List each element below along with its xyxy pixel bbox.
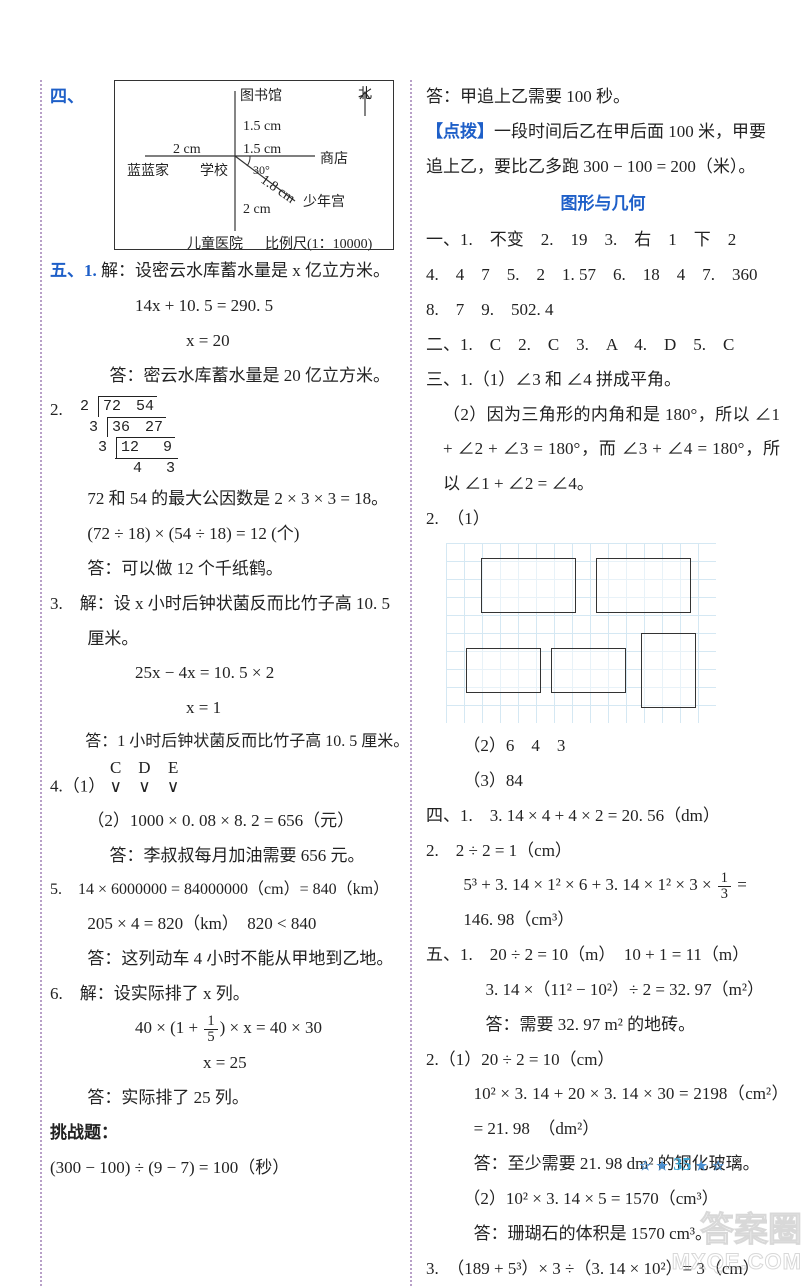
diagram-north: 北 <box>358 81 372 110</box>
p5-a: 205 × 4 = 820（km） 820 < 840 <box>50 907 410 942</box>
diagram-d2b: 2 cm <box>243 196 271 225</box>
p5-1-c: x = 20 <box>50 324 410 359</box>
p2-c: 答：可以做 12 个千纸鹤。 <box>50 552 410 587</box>
map-diagram: 图书馆 北 1.5 cm 2 cm 1.5 cm 蓝蓝家 学校 商店 30° 1… <box>114 80 394 250</box>
letter-c: C∨ <box>110 759 122 796</box>
rect-3 <box>466 648 541 693</box>
rf: （2）因为三角形的内角和是 180°，所以 ∠1 + ∠2 + ∠3 = 180… <box>426 398 780 503</box>
rr: 答：至少需要 21. 98 dm² 的钢化玻璃。 <box>426 1147 780 1182</box>
rp: 2.（1）20 ÷ 2 = 10（cm） <box>426 1043 780 1078</box>
rect-2 <box>596 558 691 613</box>
p4-b: 答：李叔叔每月加油需要 656 元。 <box>50 839 410 874</box>
ro: 答：需要 32. 97 m² 的地砖。 <box>426 1008 780 1043</box>
ri: （3）84 <box>426 764 780 799</box>
section-four-label: 四、 <box>50 80 84 115</box>
watermark-cn: 答案圈 <box>672 1212 802 1249</box>
letter-d: D∨ <box>138 759 150 796</box>
p2-b: (72 ÷ 18) × (54 ÷ 18) = 12 (个) <box>50 517 410 552</box>
challenge-a: (300 − 100) ÷ (9 − 7) = 100（秒） <box>50 1151 410 1186</box>
p6-eq: 40 × (1 + 15) × x = 40 × 30 <box>50 1011 410 1046</box>
p5-1-d: 答：密云水库蓄水量是 20 亿立方米。 <box>50 359 410 394</box>
section-title: 图形与几何 <box>426 187 780 222</box>
long-division: 2 72 54 3 36 27 3 12 9 4 3 <box>80 396 410 478</box>
right-column: 答：甲追上乙需要 100 秒。 【点拨】一段时间后乙在甲后面 100 米，甲要追… <box>410 80 780 1286</box>
diagram-library: 图书馆 <box>240 83 282 112</box>
page-number: ☆ ★ 35 ★ ☆ <box>639 1154 725 1175</box>
rb: 4. 4 7 5. 2 1. 57 6. 18 4 7. 360 <box>426 258 780 293</box>
p5-b: 答：这列动车 4 小时不能从甲地到乙地。 <box>50 942 410 977</box>
diagram-lanlan: 蓝蓝家 <box>127 158 169 187</box>
p6-b: x = 25 <box>50 1046 410 1081</box>
stars-icon: ★ ☆ <box>691 1158 725 1173</box>
p2-a: 72 和 54 的最大公因数是 2 × 3 × 3 = 18。 <box>50 482 410 517</box>
p6: 6. 解：设实际排了 x 列。 <box>50 977 410 1012</box>
diagram-hospital: 儿童医院 <box>187 231 243 260</box>
hint-label: 【点拨】 <box>426 122 494 141</box>
rect-5 <box>641 633 696 708</box>
rl: 5³ + 3. 14 × 1² × 6 + 3. 14 × 1² × 3 × 1… <box>426 868 780 903</box>
p3-c: 答：1 小时后钟状菌反而比竹子高 10. 5 厘米。 <box>50 726 410 759</box>
p3-b: x = 1 <box>50 691 410 726</box>
rm: 五、1. 20 ÷ 2 = 10（m） 10 + 1 = 11（m） <box>426 938 780 973</box>
rect-4 <box>551 648 626 693</box>
diagram-youth: 少年宫 <box>303 189 345 218</box>
rl2: 146. 98（cm³） <box>426 903 780 938</box>
rd: 二、1. C 2. C 3. A 4. D 5. C <box>426 328 780 363</box>
hint: 【点拨】一段时间后乙在甲后面 100 米，甲要追上乙，要比乙多跑 300 − 1… <box>426 115 780 185</box>
section-five-label: 五、1. <box>50 261 97 280</box>
p6-c: 答：实际排了 25 列。 <box>50 1081 410 1116</box>
p5-1-b: 14x + 10. 5 = 290. 5 <box>50 289 410 324</box>
stars-icon: ☆ ★ <box>639 1158 673 1173</box>
diagram-school: 学校 <box>200 158 228 187</box>
rh: （2）6 4 3 <box>426 729 780 764</box>
p4-label: 4.（1） <box>50 777 105 796</box>
left-column: 四、 图书馆 北 1.5 cm 2 cm 1.5 cm 蓝蓝家 <box>40 80 410 1286</box>
rq: 10² × 3. 14 + 20 × 3. 14 × 30 = 2198（cm²… <box>426 1077 780 1147</box>
ra: 一、1. 不变 2. 19 3. 右 1 下 2 <box>426 223 780 258</box>
diagram-scale: 比例尺(1：10000) <box>265 231 372 260</box>
rect-grid <box>446 543 716 723</box>
p5-line: 5. 14 × 6000000 = 84000000（cm）= 840（km） <box>50 874 410 907</box>
p4-a: （2）1000 × 0. 08 × 8. 2 = 656（元） <box>50 804 410 839</box>
rj: 四、1. 3. 14 × 4 + 4 × 2 = 20. 56（dm） <box>426 799 780 834</box>
letter-e: E∨ <box>167 759 179 796</box>
watermark: 答案圈 MXQE.COM <box>672 1212 802 1274</box>
rn: 3. 14 ×（11² − 10²）÷ 2 = 32. 97（m²） <box>426 973 780 1008</box>
re: 三、1.（1）∠3 和 ∠4 拼成平角。 <box>426 363 780 398</box>
p4-line: 4.（1） C∨ D∨ E∨ <box>50 759 410 805</box>
diagram-d2a: 2 cm <box>173 136 201 165</box>
diagram-store: 商店 <box>320 146 348 175</box>
p3-a: 25x − 4x = 10. 5 × 2 <box>50 656 410 691</box>
r1: 答：甲追上乙需要 100 秒。 <box>426 80 780 115</box>
rc: 8. 7 9. 502. 4 <box>426 293 780 328</box>
rk: 2. 2 ÷ 2 = 1（cm） <box>426 834 780 869</box>
challenge-label: 挑战题： <box>50 1116 410 1151</box>
p5-1-a: 解：设密云水库蓄水量是 x 亿立方米。 <box>101 261 390 280</box>
watermark-en: MXQE.COM <box>672 1250 802 1274</box>
rect-1 <box>481 558 576 613</box>
rg: 2. （1） <box>426 502 780 537</box>
p3: 3. 解：设 x 小时后钟状菌反而比竹子高 10. 5 厘米。 <box>50 587 410 657</box>
